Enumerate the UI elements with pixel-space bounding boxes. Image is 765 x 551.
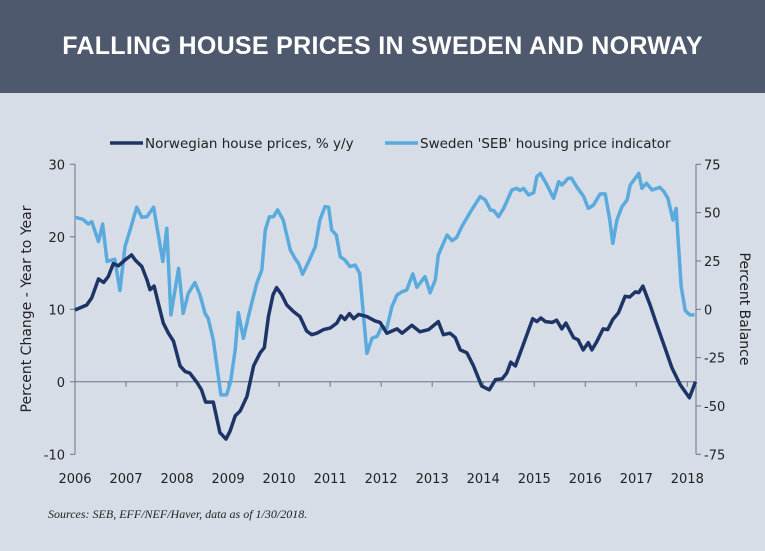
x-tick-label: 2018: [671, 472, 704, 487]
y-axis-title: Percent Change - Year to Year: [19, 205, 35, 412]
y-tick-label: 30: [48, 158, 65, 173]
x-tick-label: 2012: [365, 472, 398, 487]
x-tick-label: 2007: [109, 472, 142, 487]
y-tick-label: 20: [48, 231, 65, 246]
x-tick-label: 2016: [569, 472, 602, 487]
legend: Norwegian house prices, % y/y Sweden 'SE…: [110, 136, 671, 152]
norway-series-line: [74, 253, 698, 441]
x-tick-label: 2015: [518, 472, 551, 487]
sweden-series-line: [74, 171, 695, 397]
legend-label-norway: Norwegian house prices, % y/y: [145, 136, 354, 152]
x-tick-label: 2011: [314, 472, 347, 487]
y2-tick-label: 75: [704, 158, 721, 173]
x-tick-label: 2010: [263, 472, 296, 487]
x-tick-label: 2017: [620, 472, 653, 487]
x-tick-label: 2014: [467, 472, 500, 487]
y-tick-label: -10: [44, 448, 65, 463]
chart-title: FALLING HOUSE PRICES IN SWEDEN AND NORWA…: [62, 32, 703, 60]
y-tick-label: 0: [57, 376, 65, 391]
legend-label-sweden: Sweden 'SEB' housing price indicator: [420, 136, 671, 152]
x-tick-label: 2009: [212, 472, 245, 487]
y2-tick-label: -25: [704, 352, 725, 367]
title-banner: FALLING HOUSE PRICES IN SWEDEN AND NORWA…: [0, 0, 765, 93]
x-tick-label: 2008: [161, 472, 194, 487]
y2-axis-title: Percent Balance: [736, 253, 752, 366]
y2-tick-label: -50: [704, 400, 725, 415]
y2-tick-label: -75: [704, 448, 725, 463]
y2-tick-label: 25: [704, 255, 721, 270]
x-tick-label: 2013: [416, 472, 449, 487]
series-lines: [74, 171, 698, 441]
source-footnote: Sources: SEB, EFF/NEF/Haver, data as of …: [48, 507, 308, 521]
x-tick-label: 2006: [58, 472, 91, 487]
y2-tick-label: 50: [704, 207, 721, 222]
y-tick-label: 10: [48, 303, 65, 318]
y2-tick-label: 0: [704, 303, 712, 318]
